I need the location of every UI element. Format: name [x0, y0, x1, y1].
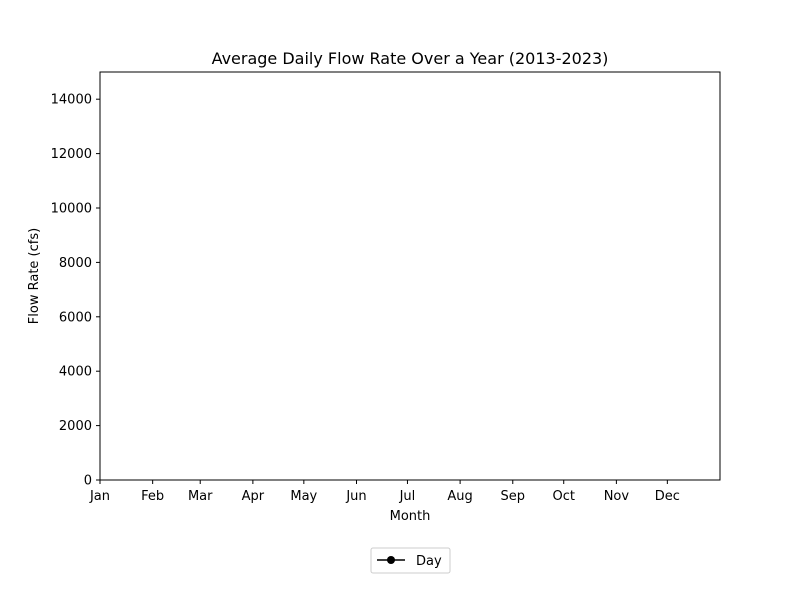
x-tick-label: Mar	[188, 489, 213, 504]
x-tick-label: Dec	[655, 489, 680, 504]
y-tick-label: 4000	[59, 365, 92, 380]
legend-series-label: Day	[416, 554, 442, 569]
y-tick-label: 8000	[59, 256, 92, 271]
y-tick-label: 14000	[51, 93, 92, 108]
y-tick-label: 6000	[59, 310, 92, 325]
y-tick-label: 2000	[59, 419, 92, 434]
y-tick-label: 0	[84, 474, 92, 489]
x-tick-label: Jul	[399, 489, 416, 504]
plot-area	[99, 71, 721, 481]
chart-title: Average Daily Flow Rate Over a Year (201…	[212, 49, 609, 68]
legend-box	[370, 547, 451, 574]
x-axis-ticks: Jan Feb Mar Apr May Jun Jul Aug Sep Oct Nov Dec	[89, 480, 680, 504]
y-tick-label: 12000	[51, 147, 92, 162]
x-tick-label: Apr	[242, 489, 265, 504]
x-tick-label: Nov	[604, 489, 630, 504]
x-tick-label: May	[290, 489, 317, 504]
x-tick-label: Sep	[501, 489, 526, 504]
plot-frame	[99, 71, 721, 481]
legend: Day	[370, 547, 451, 574]
x-tick-label: Aug	[447, 489, 472, 504]
y-axis-ticks: 0 2000 4000 6000 8000 10000 12000 14000	[51, 93, 100, 489]
x-tick-label: Jan	[89, 489, 110, 504]
y-tick-label: 10000	[51, 202, 92, 217]
x-tick-label: Oct	[552, 489, 574, 504]
x-axis-label: Month	[390, 509, 431, 524]
x-tick-label: Jun	[345, 489, 366, 504]
legend-series-marker	[387, 556, 395, 564]
y-axis-label: Flow Rate (cfs)	[27, 228, 42, 324]
x-tick-label: Feb	[141, 489, 164, 504]
